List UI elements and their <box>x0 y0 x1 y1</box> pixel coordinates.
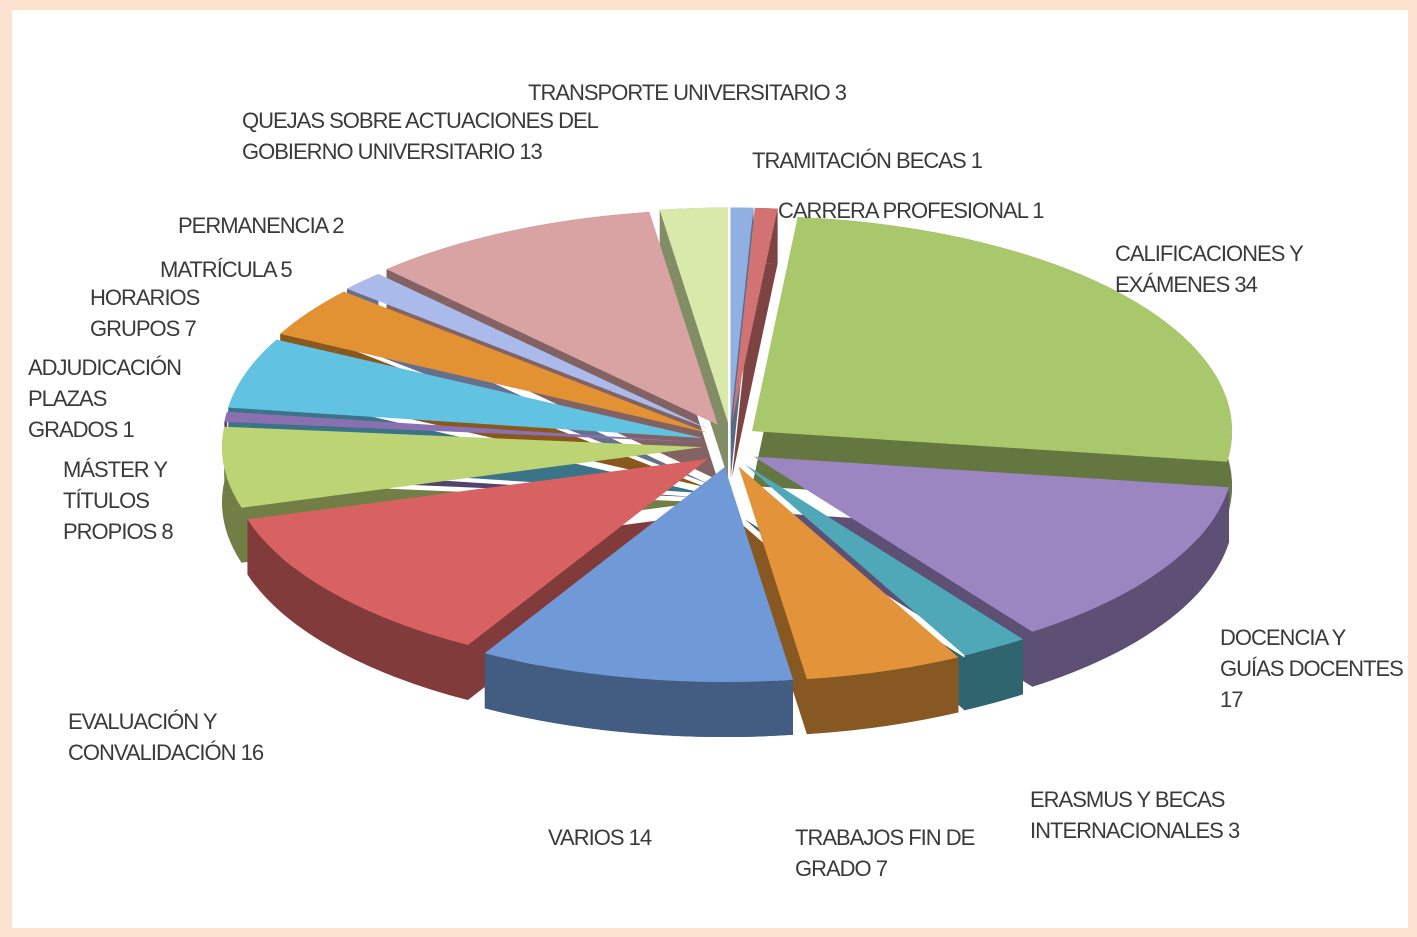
category-name: VARIOS <box>548 825 625 850</box>
slice-label: CARRERA PROFESIONAL 1 <box>778 195 1138 226</box>
value-label: 3 <box>1227 818 1240 843</box>
slice <box>386 212 718 425</box>
slice <box>247 458 708 646</box>
value-label: 34 <box>1234 272 1258 297</box>
value-label: 16 <box>240 740 265 765</box>
slice <box>730 207 754 423</box>
slice-side <box>1032 487 1230 687</box>
slice-side <box>964 639 1024 711</box>
category-name: HORARIOS GRUPOS <box>90 285 200 341</box>
slice <box>346 273 710 430</box>
category-name: TRABAJOS FIN DE GRADO <box>795 825 975 881</box>
slice <box>280 291 707 433</box>
slice-label: TRANSPORTE UNIVERSITARIO 3 <box>528 77 978 108</box>
slice-label: QUEJAS SOBRE ACTUACIONES DEL GOBIERNO UN… <box>242 105 637 167</box>
slice-side <box>247 519 468 701</box>
category-name: TRAMITACIÓN BECAS <box>752 148 967 173</box>
slice <box>659 207 729 423</box>
category-name: PERMANENCIA <box>178 213 328 238</box>
category-name: DOCENCIA Y GUÍAS DOCENTES <box>1220 625 1404 681</box>
slice-label: TRAMITACIÓN BECAS 1 <box>752 145 1082 176</box>
value-label: 1 <box>122 417 134 442</box>
slice <box>224 411 703 443</box>
value-label: 17 <box>1220 687 1244 712</box>
slice <box>752 217 1233 462</box>
slice-label: CALIFICACIONES Y EXÁMENES 34 <box>1115 238 1345 300</box>
slice <box>484 466 794 682</box>
value-label: 2 <box>332 213 344 238</box>
category-name: MÁSTER Y TÍTULOS PROPIOS <box>63 457 168 544</box>
slice-label: ADJUDICACIÓN PLAZAS GRADOS 1 <box>28 352 188 445</box>
slice-label: TRABAJOS FIN DE GRADO 7 <box>795 822 1025 884</box>
category-name: MATRÍCULA <box>160 257 276 282</box>
category-name: CALIFICACIONES Y EXÁMENES <box>1115 241 1303 297</box>
slice-label: ERASMUS Y BECAS INTERNACIONALES 3 <box>1030 784 1320 846</box>
value-label: 7 <box>184 316 196 341</box>
value-label: 8 <box>161 519 173 544</box>
category-name: ERASMUS Y BECAS INTERNACIONALES <box>1030 787 1225 843</box>
slice-label: DOCENCIA Y GUÍAS DOCENTES 17 <box>1220 622 1410 715</box>
category-name: TRANSPORTE UNIVERSITARIO <box>528 80 831 105</box>
slice <box>738 466 959 680</box>
slice-side <box>806 657 959 735</box>
value-label: 14 <box>628 825 653 850</box>
slice-side <box>484 653 794 737</box>
slice-side <box>731 262 778 478</box>
value-label: 5 <box>280 257 292 282</box>
value-label: 13 <box>519 139 543 164</box>
slice-label: VARIOS 14 <box>548 822 748 853</box>
category-name: QUEJAS SOBRE ACTUACIONES DEL GOBIERNO UN… <box>242 108 598 164</box>
slice <box>222 426 703 508</box>
slice <box>753 456 1230 632</box>
slice <box>731 207 778 423</box>
slice-label: MÁSTER Y TÍTULOS PROPIOS 8 <box>63 454 223 547</box>
category-name: EVALUACIÓN Y CONVALIDACIÓN <box>68 709 237 765</box>
slice <box>228 339 704 439</box>
slice <box>744 464 1024 656</box>
value-label: 7 <box>875 856 888 881</box>
category-name: ADJUDICACIÓN PLAZAS GRADOS <box>28 355 182 442</box>
slice-label: MATRÍCULA 5 <box>160 254 460 285</box>
value-label: 1 <box>970 148 983 173</box>
slice-label: HORARIOS GRUPOS 7 <box>90 282 240 344</box>
category-name: CARRERA PROFESIONAL <box>778 198 1028 223</box>
slice-label: PERMANENCIA 2 <box>178 210 478 241</box>
slice-side <box>222 426 242 563</box>
value-label: 1 <box>1032 198 1044 223</box>
value-label: 3 <box>834 80 847 105</box>
slice-label: EVALUACIÓN Y CONVALIDACIÓN 16 <box>68 706 358 768</box>
